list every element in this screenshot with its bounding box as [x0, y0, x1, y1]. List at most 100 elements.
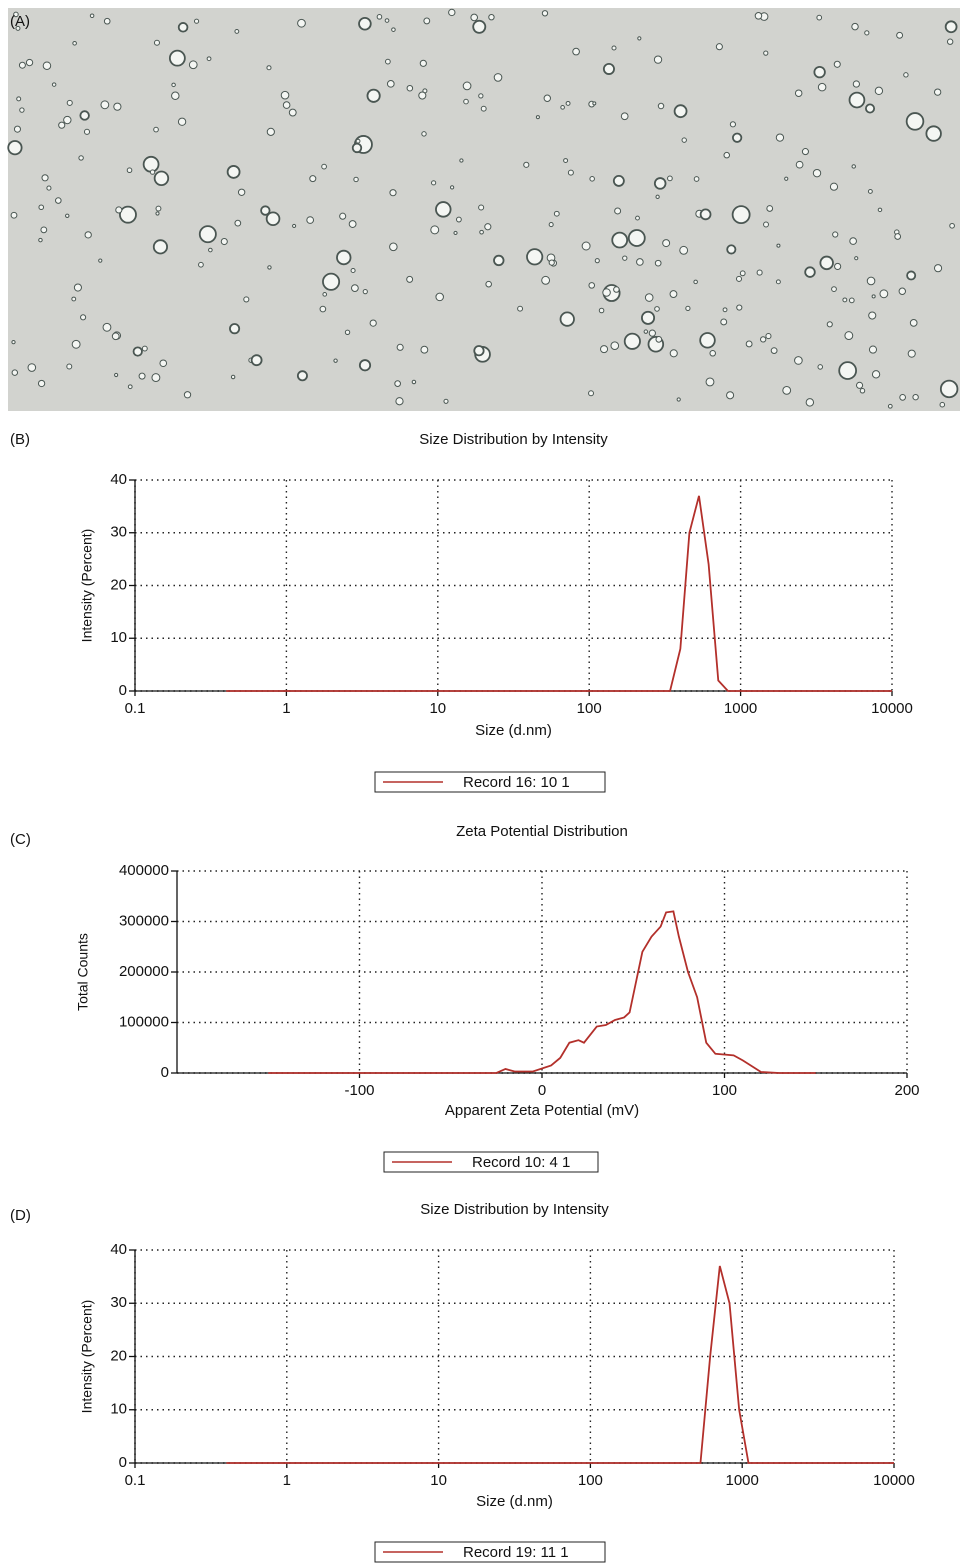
droplet — [655, 336, 663, 343]
droplet — [55, 197, 62, 204]
y-tick-label: 400000 — [119, 862, 169, 879]
droplet — [89, 13, 95, 19]
droplet — [479, 229, 484, 235]
y-tick-label: 20 — [110, 576, 127, 593]
droplet — [84, 231, 92, 239]
droplet — [385, 58, 391, 65]
droplet — [282, 101, 291, 109]
droplet — [588, 282, 596, 289]
droplet — [51, 82, 57, 87]
droplet — [589, 176, 595, 182]
droplet — [348, 220, 357, 228]
droplet — [149, 169, 156, 175]
droplet — [142, 155, 160, 173]
y-tick-label: 30 — [110, 524, 127, 541]
droplet — [358, 359, 372, 372]
droplet — [394, 380, 401, 387]
droplet — [234, 29, 240, 34]
droplet — [155, 211, 160, 216]
droplet — [805, 398, 815, 407]
droplet — [288, 108, 297, 117]
droplet — [933, 88, 942, 96]
droplet — [114, 372, 119, 378]
droplet — [159, 359, 168, 368]
droplet — [16, 96, 22, 102]
droplet — [726, 391, 735, 400]
droplet — [40, 226, 48, 234]
droplet — [939, 401, 946, 408]
droplet — [637, 36, 642, 41]
droplet — [358, 16, 372, 31]
droplet — [565, 100, 571, 106]
droplet — [588, 390, 594, 397]
droplet — [722, 307, 728, 313]
droplet — [782, 385, 792, 395]
droplet — [42, 61, 52, 70]
droplet — [726, 244, 737, 255]
droplet — [132, 346, 143, 357]
droplet — [523, 161, 530, 168]
droplet — [594, 258, 600, 264]
droplet — [220, 238, 228, 246]
droplet — [939, 379, 959, 399]
x-tick-label: 10000 — [873, 1472, 915, 1489]
droplet — [871, 294, 876, 299]
x-tick-label: 0.1 — [125, 700, 146, 717]
droplet — [735, 275, 743, 282]
droplet — [867, 188, 873, 194]
y-axis-label: Intensity (Percent) — [79, 1300, 95, 1414]
droplet — [250, 354, 263, 367]
droplet — [868, 345, 878, 354]
droplet — [38, 237, 43, 243]
droplet — [784, 176, 789, 181]
droplet — [699, 208, 712, 221]
droplet — [27, 363, 37, 372]
droplet — [153, 39, 160, 46]
y-tick-label: 200000 — [119, 963, 169, 980]
droplet — [419, 59, 427, 67]
droplet — [723, 151, 731, 159]
droplet — [655, 194, 660, 199]
droplet — [572, 47, 580, 56]
droplet — [946, 38, 954, 45]
x-axis-label: Apparent Zeta Potential (mV) — [445, 1102, 639, 1119]
droplet — [610, 341, 620, 351]
droplet — [681, 137, 687, 143]
droplet — [592, 101, 597, 106]
droplet — [543, 94, 551, 102]
droplet — [13, 125, 21, 133]
droplet — [177, 117, 187, 126]
droplet — [925, 125, 942, 142]
droplet — [350, 284, 359, 293]
droplet — [693, 279, 698, 285]
droplet — [548, 222, 554, 228]
droplet — [455, 216, 462, 223]
droplet — [816, 14, 823, 21]
y-tick-label: 0 — [119, 682, 127, 699]
droplet — [732, 132, 743, 143]
droplet — [620, 112, 629, 121]
droplet — [267, 265, 272, 270]
x-tick-label: 1 — [283, 1472, 291, 1489]
droplet — [7, 140, 23, 156]
droplet — [653, 55, 663, 64]
droplet — [851, 22, 859, 31]
droplet — [435, 201, 452, 218]
droplet — [581, 241, 591, 251]
droplet — [25, 58, 34, 67]
droplet — [266, 127, 275, 136]
droplet — [669, 290, 678, 298]
droplet — [851, 164, 856, 169]
droplet — [729, 121, 737, 128]
droplet — [177, 22, 189, 33]
droplet — [292, 223, 297, 229]
droplet — [297, 18, 306, 28]
droplet — [100, 100, 110, 110]
droplet — [829, 182, 839, 191]
droplet — [795, 160, 804, 169]
droplet — [138, 372, 146, 380]
droplet — [685, 305, 691, 311]
x-tick-label: 1000 — [724, 700, 757, 717]
droplet — [715, 43, 723, 51]
droplet — [198, 225, 217, 244]
